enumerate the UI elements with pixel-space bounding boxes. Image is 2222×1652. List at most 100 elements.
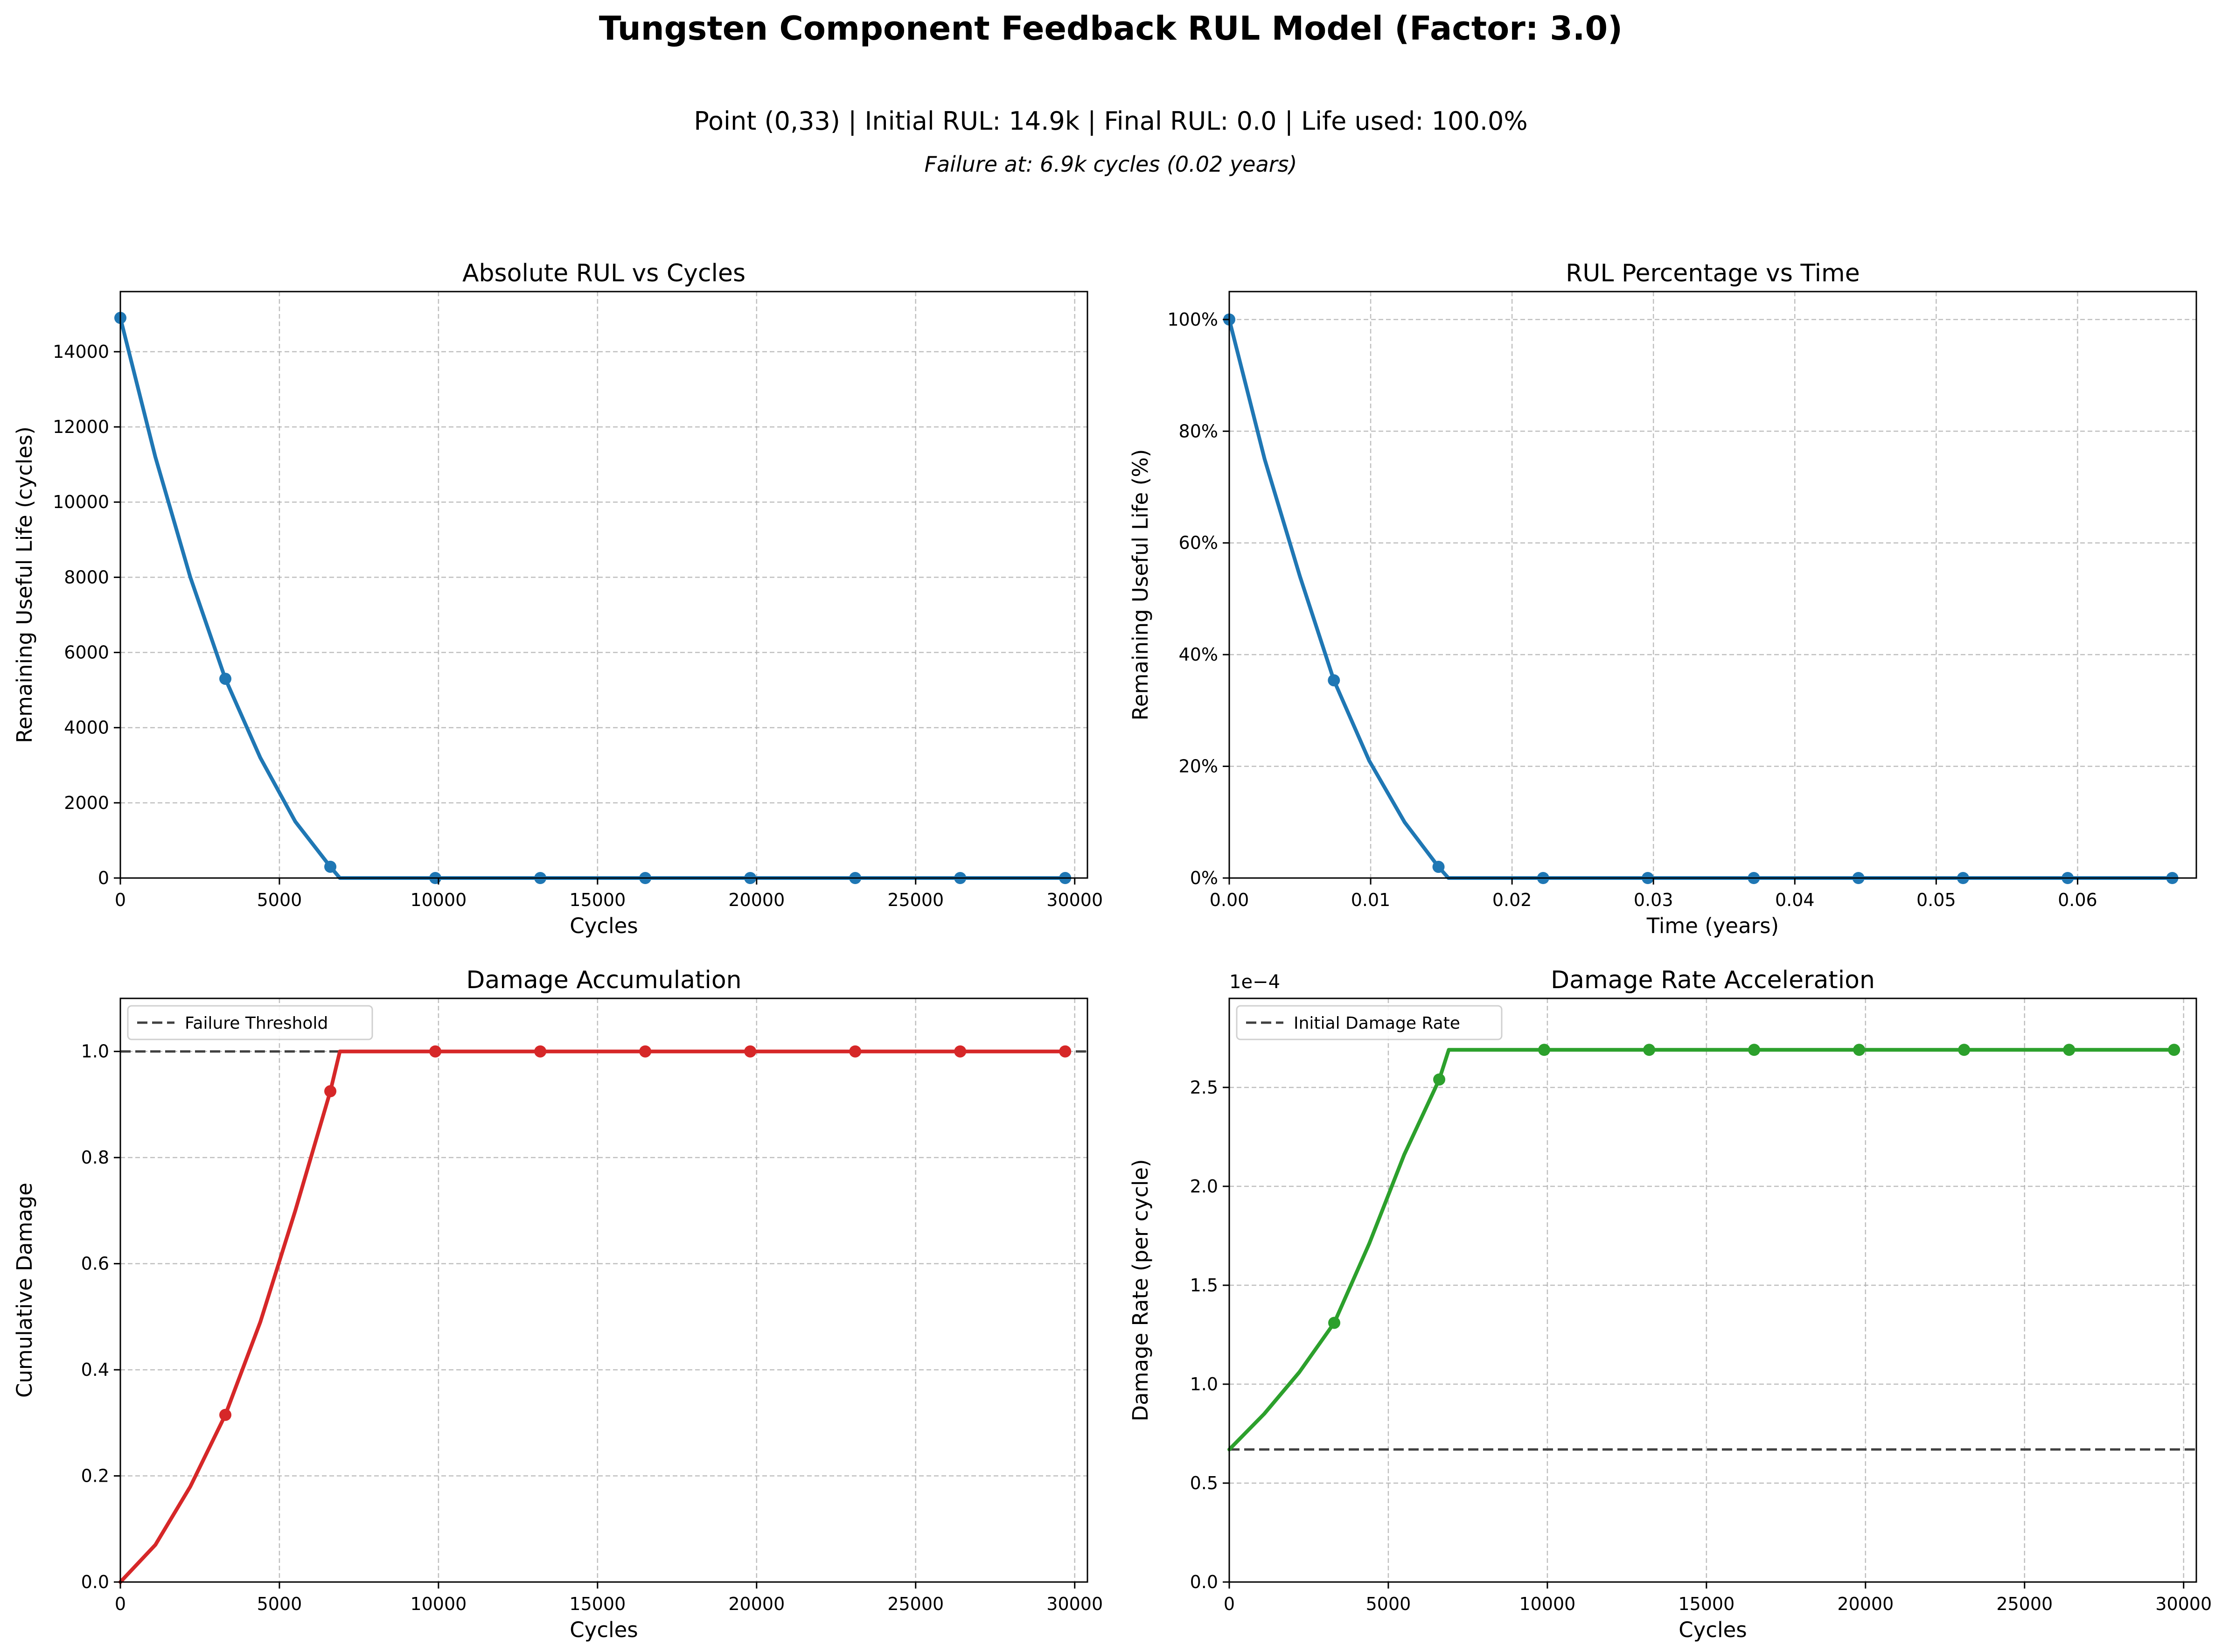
data-point [744,1045,757,1058]
x-tick-label: 10000 [410,1594,467,1614]
y-tick-label: 0.6 [81,1254,109,1274]
data-point [1643,1044,1656,1056]
chart-panels: 0 5000 10000 15000 20000 25000 30000 0 2000 4000 6… [12,259,2212,1642]
x-tick-label: 15000 [569,1594,626,1614]
y-tick-label: 14000 [53,342,109,362]
x-tick-label: 0.00 [1210,890,1249,910]
x-tick-label: 0.06 [2058,890,2097,910]
x-tick-label: 10000 [1519,1594,1575,1614]
y-tick-label: 100% [1167,309,1218,330]
y-tick-label: 0.2 [81,1466,109,1486]
data-point [324,1085,337,1098]
data-point [429,1045,442,1058]
y-tick-label: 2.5 [1190,1077,1218,1098]
y-tick-label: 1.5 [1190,1275,1218,1296]
figure-subtitle: Point (0,33) | Initial RUL: 14.9k | Fina… [694,106,1527,136]
figure-note: Failure at: 6.9k cycles (0.02 years) [925,152,1297,177]
y-tick-label: 10000 [53,492,109,512]
legend-box [127,1005,373,1040]
data-point [534,1045,547,1058]
y-tick-label: 0.0 [1190,1572,1218,1592]
chart-title: Damage Rate Acceleration [1551,966,1875,994]
data-point [1538,1044,1551,1056]
data-point [219,672,232,685]
x-tick-label: 30000 [2155,1594,2212,1614]
chart-title: RUL Percentage vs Time [1566,259,1860,287]
x-tick-label: 20000 [1837,1594,1894,1614]
chart-panel-1: 0 5000 10000 15000 20000 25000 30000 0 2000 4000 6… [12,259,1103,938]
x-axis-label: Time (years) [1646,913,1779,938]
x-axis-label: Cycles [570,1617,638,1642]
x-tick-label: 0 [115,890,126,910]
data-point [2168,1044,2180,1056]
x-tick-label: 25000 [887,890,944,910]
x-tick-label: 10000 [410,890,467,910]
x-tick-label: 5000 [257,1594,302,1614]
data-point [1748,1044,1761,1056]
y-tick-label: 12000 [53,417,109,437]
x-tick-label: 0 [115,1594,126,1614]
x-tick-label: 0.02 [1492,890,1532,910]
y-tick-label: 2000 [64,793,109,813]
legend-label: Initial Damage Rate [1294,1014,1460,1033]
x-tick-label: 20000 [728,1594,785,1614]
x-tick-label: 25000 [887,1594,944,1614]
y-tick-label: 40% [1179,644,1218,665]
axes-frame [1228,291,2197,879]
axis-offset-label: 1e−4 [1229,971,1280,993]
legend-label: Failure Threshold [185,1014,328,1033]
chart-panel-3: 0 5000 10000 15000 20000 25000 30000 0.0 0.2 0.4 0… [12,966,1103,1642]
data-point [639,1045,652,1058]
data-point [849,1045,862,1058]
data-point [2063,1044,2076,1056]
figure-title: Tungsten Component Feedback RUL Model (F… [599,9,1623,48]
x-tick-label: 30000 [1046,1594,1103,1614]
x-tick-label: 0.03 [1634,890,1673,910]
x-tick-label: 0.05 [1916,890,1956,910]
data-point [219,1408,232,1421]
y-tick-label: 1.0 [81,1041,109,1062]
y-axis-label: Remaining Useful Life (%) [1128,449,1153,721]
data-point [324,860,337,873]
y-axis-label: Damage Rate (per cycle) [1128,1159,1153,1421]
y-tick-label: 2.0 [1190,1176,1218,1197]
data-point [1432,861,1445,873]
data-point [1328,674,1340,687]
y-axis-label: Remaining Useful Life (cycles) [12,426,37,743]
y-axis-label: Cumulative Damage [12,1183,37,1398]
x-tick-label: 15000 [569,890,626,910]
y-tick-label: 0% [1190,868,1218,888]
x-tick-label: 5000 [1366,1594,1411,1614]
y-tick-label: 6000 [64,642,109,663]
y-tick-label: 1.0 [1190,1374,1218,1394]
chart-panel-4: 0 5000 10000 15000 20000 25000 30000 0.0 0.5 1.0 1… [1128,966,2212,1642]
data-point [954,1045,967,1058]
x-tick-label: 15000 [1678,1594,1734,1614]
x-tick-label: 30000 [1046,890,1103,910]
chart-title: Damage Accumulation [466,966,741,994]
x-tick-label: 5000 [257,890,302,910]
data-point [1328,1317,1341,1329]
x-axis-label: Cycles [570,913,638,938]
y-tick-label: 80% [1179,421,1218,441]
y-tick-label: 4000 [64,718,109,738]
x-tick-label: 20000 [728,890,785,910]
data-point [1853,1044,1866,1056]
y-tick-label: 8000 [64,567,109,587]
data-point [1059,1045,1072,1058]
chart-panel-2: 0.00 0.01 0.02 0.03 0.04 0.05 0.06 0% 20% 40% 60% 8… [1128,259,2197,938]
x-tick-label: 0.04 [1775,890,1815,910]
chart-title: Absolute RUL vs Cycles [462,259,745,287]
y-tick-label: 0.8 [81,1147,109,1168]
x-tick-label: 0 [1224,1594,1235,1614]
data-point [1958,1044,1971,1056]
axes-frame [1228,997,2197,1583]
y-tick-label: 20% [1179,756,1218,777]
data-point [1433,1073,1446,1086]
axes-frame [119,291,1088,879]
y-tick-label: 0 [98,868,109,888]
x-tick-label: 0.01 [1351,890,1391,910]
y-tick-label: 0.4 [81,1359,109,1380]
legend-box [1236,1005,1503,1040]
x-axis-label: Cycles [1679,1617,1747,1642]
